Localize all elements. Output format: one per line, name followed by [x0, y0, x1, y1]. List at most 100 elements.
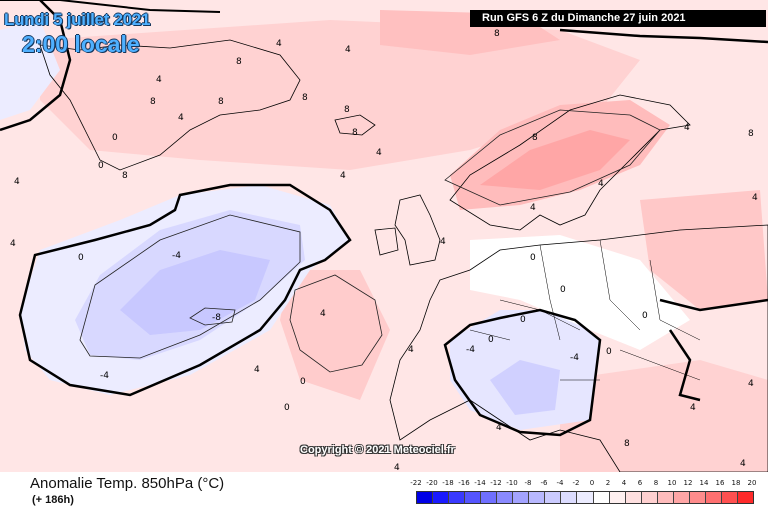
legend-swatch	[673, 492, 690, 503]
contour-zero-top	[0, 0, 221, 13]
legend-swatch	[705, 492, 722, 503]
legend-tick-label: 20	[747, 479, 757, 487]
legend-tick-label: -2	[572, 479, 580, 487]
contour-label: 4	[376, 148, 382, 158]
contour-label: 4	[14, 177, 20, 187]
legend-tick-label: -16	[458, 479, 470, 487]
contour-zero-atlantic	[18, 183, 352, 397]
contour-label: 0	[112, 133, 118, 143]
color-legend: -22 -20 -18 -16 -14 -12 -10 -8 -6 -4 -2 0 2 4 6 8 10 12 14…	[410, 479, 756, 504]
contour-label: 0	[98, 161, 104, 171]
legend-tick-label: -22	[410, 479, 422, 487]
legend-swatch	[737, 492, 753, 503]
neutral-anomaly-central-europe	[470, 235, 690, 350]
legend-tick-label: 14	[699, 479, 709, 487]
contour-8-scandinavia	[444, 109, 661, 206]
contour-label: 4	[684, 123, 690, 133]
legend-swatch	[625, 492, 642, 503]
legend-swatch	[689, 492, 706, 503]
contour-label: 0	[284, 403, 290, 413]
contour-label-layer: 4 4 8 8 8 4 8 8 4 0 0 4 8 8 8 4 4 4 -4 -…	[10, 29, 758, 472]
contour-label: 4	[394, 463, 400, 472]
contour-label: 4	[276, 39, 282, 49]
legend-swatch	[721, 492, 738, 503]
legend-swatch	[449, 492, 466, 503]
legend-swatches	[416, 491, 754, 504]
copyright: Copyright © 2021 Meteociel.fr	[300, 444, 455, 456]
contour-label: 4	[752, 193, 758, 203]
legend-swatch	[481, 492, 498, 503]
legend-swatch	[593, 492, 610, 503]
contour-label: 4	[530, 203, 536, 213]
contour-zero-topright	[559, 28, 768, 44]
contour-label: 4	[340, 171, 346, 181]
contour-label: -4	[466, 345, 475, 355]
contour-label: -4	[570, 353, 579, 363]
run-info: Run GFS 6 Z du Dimanche 27 juin 2021	[470, 10, 766, 27]
contour-label: 0	[78, 253, 84, 263]
contour-label: 0	[300, 377, 306, 387]
legend-tick-label: -6	[540, 479, 548, 487]
legend-swatch	[497, 492, 514, 503]
warm-anomaly-east	[640, 190, 768, 310]
contour-label: 4	[254, 365, 260, 375]
legend-tick-label: 18	[731, 479, 741, 487]
contour-minus8-atlantic	[189, 307, 236, 326]
contour-label: 8	[150, 97, 156, 107]
contour-label: 0	[520, 315, 526, 325]
legend-swatch	[577, 492, 594, 503]
coastline-iceland	[334, 114, 376, 136]
legend-ticks: -22 -20 -18 -16 -14 -12 -10 -8 -6 -4 -2 0 2 4 6 8 10 12 14…	[410, 479, 756, 491]
contour-minus4-atlantic	[79, 214, 301, 359]
contour-label: 8	[532, 133, 538, 143]
legend-tick-label: 16	[715, 479, 725, 487]
coastline-scandinavia	[449, 94, 691, 231]
valid-date: Lundi 5 juillet 2021	[4, 10, 151, 29]
legend-swatch	[465, 492, 482, 503]
contour-label: 8	[122, 171, 128, 181]
contour-zero-corner	[0, 0, 72, 132]
contour-label: 4	[440, 237, 446, 247]
contour-label: 4	[496, 423, 502, 433]
legend-swatch	[641, 492, 658, 503]
contour-label: 4	[408, 345, 414, 355]
legend-tick-label: -10	[506, 479, 518, 487]
field-title: Anomalie Temp. 850hPa (°C)	[30, 475, 225, 492]
lead-time: (+ 186h)	[32, 494, 74, 506]
coastline-europe	[389, 224, 768, 472]
contour-label: 0	[560, 285, 566, 295]
legend-swatch	[433, 492, 450, 503]
legend-swatch	[417, 492, 434, 503]
warm-anomaly-southeast	[560, 360, 768, 472]
legend-tick-label: -18	[442, 479, 454, 487]
contour-label: 4	[598, 179, 604, 189]
anomaly-map: 4 4 8 8 8 4 8 8 4 0 0 4 8 8 8 4 4 4 -4 -…	[0, 0, 768, 472]
legend-tick-label: -8	[524, 479, 532, 487]
contour-zero-europe	[443, 308, 602, 437]
legend-swatch	[561, 492, 578, 503]
legend-swatch	[529, 492, 546, 503]
legend-tick-label: 8	[653, 479, 659, 487]
legend-tick-label: 2	[605, 479, 611, 487]
contour-label: 0	[606, 347, 612, 357]
legend-tick-label: 12	[683, 479, 693, 487]
legend-tick-label: -14	[474, 479, 486, 487]
warm-anomaly-scandinavia-core	[480, 130, 630, 190]
coastline-britain	[394, 194, 441, 266]
legend-tick-label: 0	[589, 479, 595, 487]
contour-label: 4	[320, 309, 326, 319]
legend-tick-label: -12	[490, 479, 502, 487]
contour-label: 0	[488, 335, 494, 345]
coastline-ireland	[374, 227, 399, 256]
contour-label: 4	[690, 403, 696, 413]
legend-tick-label: -20	[426, 479, 438, 487]
legend-tick-label: -4	[556, 479, 564, 487]
contour-label: 0	[530, 253, 536, 263]
cold-anomaly-corner	[0, 20, 60, 120]
contour-label: 8	[624, 439, 630, 449]
cold-anomaly-atlantic-core	[120, 250, 270, 335]
contour-label: 8	[218, 97, 224, 107]
legend-tick-label: 4	[621, 479, 627, 487]
contour-label: 4	[156, 75, 162, 85]
contour-label: -4	[172, 251, 181, 261]
